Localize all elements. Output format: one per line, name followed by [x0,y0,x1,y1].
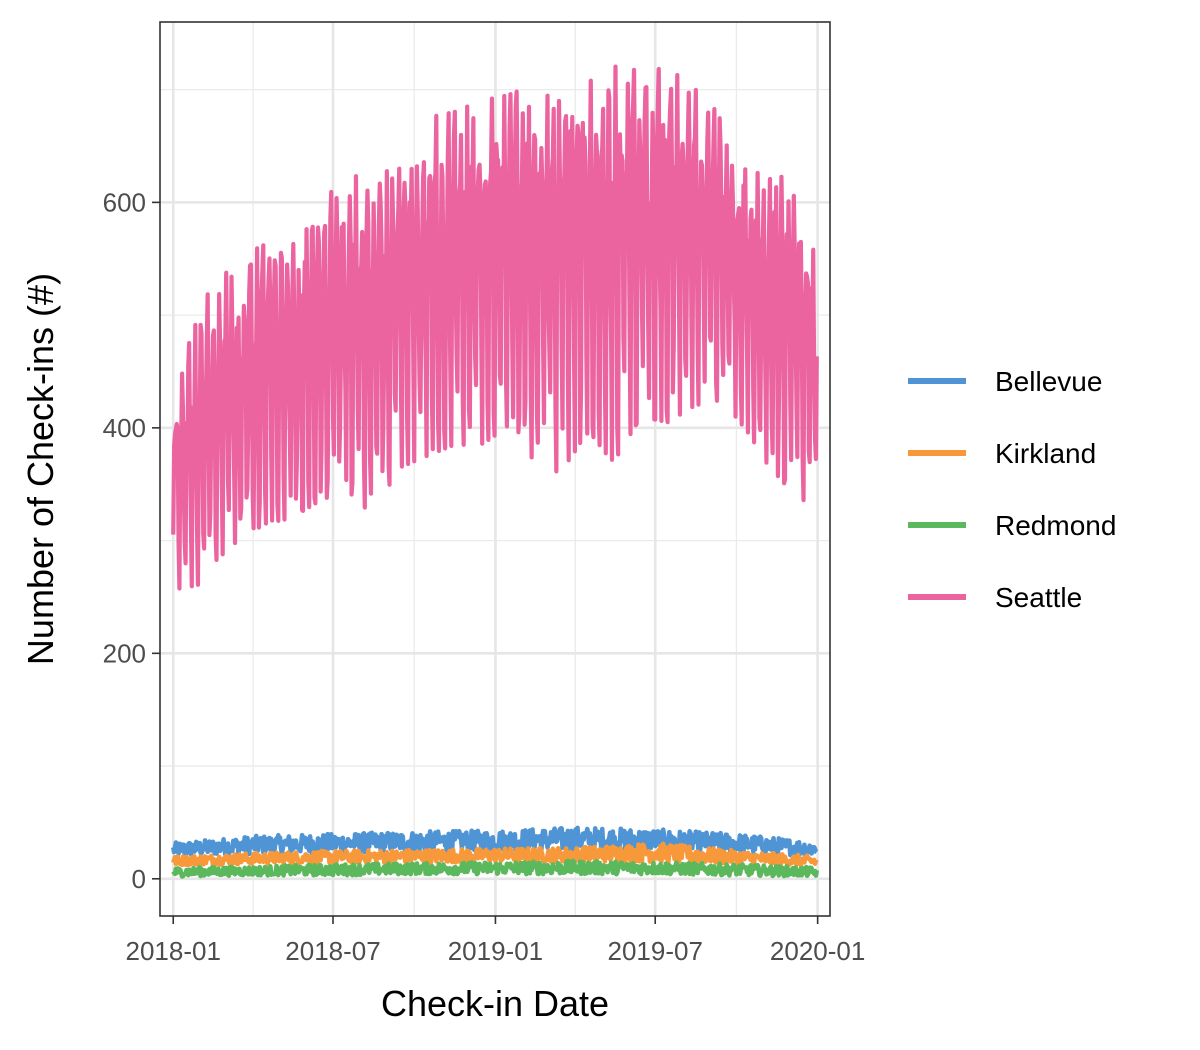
x-tick-label: 2020-01 [770,936,865,966]
y-tick-label: 0 [132,864,146,894]
y-axis-title: Number of Check-ins (#) [20,273,61,665]
x-axis: 2018-01 2018-07 2019-01 2019-07 2020-01 [126,916,865,966]
x-tick-label: 2019-07 [608,936,703,966]
x-tick-label: 2019-01 [448,936,543,966]
y-tick-label: 600 [103,187,146,217]
y-tick-label: 200 [103,638,146,668]
series-line-redmond [171,858,820,879]
legend-label-kirkland: Kirkland [995,438,1096,469]
series-layer [170,64,820,879]
x-tick-label: 2018-07 [285,936,380,966]
legend: Bellevue Kirkland Redmond Seattle [908,366,1116,613]
plot-panel [159,21,831,917]
y-axis: 0 200 400 600 [103,187,160,894]
x-tick-label: 2018-01 [126,936,221,966]
series-line-kirkland [171,841,819,868]
x-axis-title: Check-in Date [381,983,609,1024]
legend-label-seattle: Seattle [995,582,1082,613]
legend-label-bellevue: Bellevue [995,366,1102,397]
y-tick-label: 400 [103,413,146,443]
legend-label-redmond: Redmond [995,510,1116,541]
series-line-seattle [171,64,819,591]
series-line-bellevue [170,825,819,858]
